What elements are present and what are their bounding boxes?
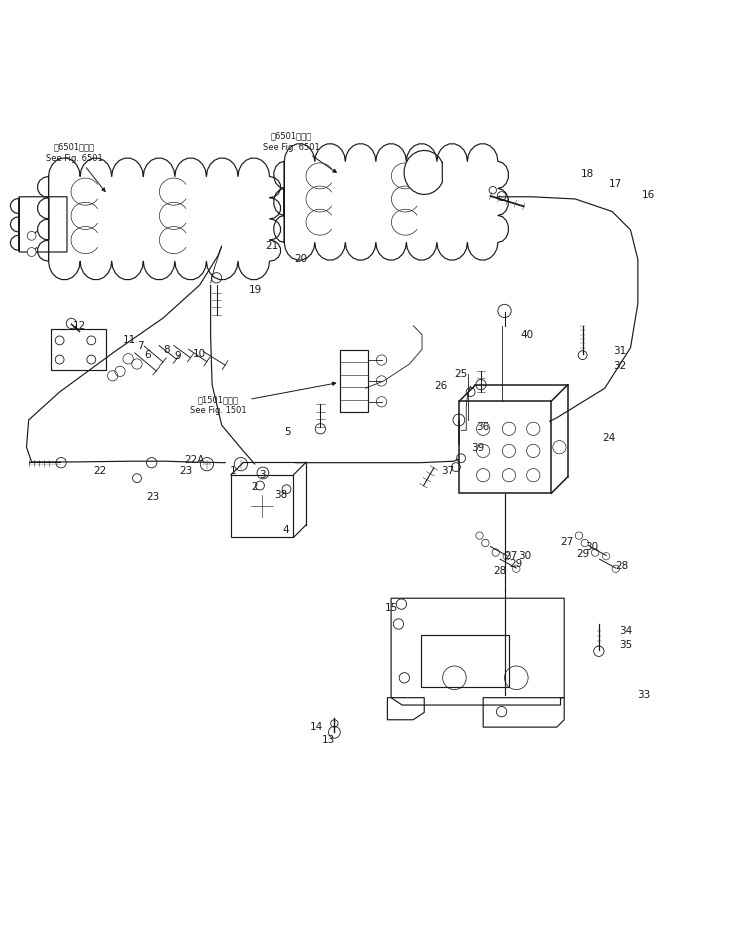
Text: 36: 36 (477, 422, 490, 431)
Text: 25: 25 (455, 369, 468, 379)
Text: 第1501図参照
See Fig. 1501: 第1501図参照 See Fig. 1501 (190, 382, 336, 415)
Text: 30: 30 (519, 551, 531, 560)
Text: 3: 3 (259, 470, 266, 481)
Bar (340, 350, 368, 412)
Text: 31: 31 (613, 345, 626, 356)
Circle shape (27, 248, 36, 256)
Text: 30: 30 (586, 542, 599, 552)
Text: 9: 9 (174, 351, 181, 360)
Text: 39: 39 (471, 443, 484, 453)
Circle shape (27, 232, 36, 240)
Bar (421, 635, 509, 687)
Text: 10: 10 (193, 349, 206, 359)
Text: 34: 34 (618, 625, 632, 636)
Text: 2: 2 (252, 482, 258, 492)
Text: 27: 27 (560, 537, 573, 547)
Text: 第6501図参照
See Fig. 6501: 第6501図参照 See Fig. 6501 (263, 131, 337, 172)
Polygon shape (404, 150, 442, 195)
Text: 8: 8 (163, 345, 170, 355)
Text: 20: 20 (294, 254, 308, 264)
Polygon shape (38, 158, 280, 280)
Text: 7: 7 (137, 342, 144, 351)
Text: 33: 33 (637, 691, 650, 700)
Text: 16: 16 (642, 189, 655, 200)
Text: 24: 24 (601, 432, 615, 443)
Text: 29: 29 (576, 549, 589, 559)
Text: 19: 19 (249, 286, 262, 295)
Text: 14: 14 (309, 722, 323, 732)
Text: 5: 5 (285, 428, 292, 437)
Text: 37: 37 (441, 465, 455, 476)
Text: 12: 12 (73, 321, 86, 331)
Text: 26: 26 (435, 381, 448, 391)
Text: 40: 40 (521, 329, 534, 340)
Text: 第6501図参照
See Fig. 6501: 第6501図参照 See Fig. 6501 (46, 143, 105, 191)
Text: 23: 23 (146, 492, 159, 501)
Text: 11: 11 (123, 336, 137, 345)
Text: 27: 27 (505, 551, 518, 560)
Text: 32: 32 (613, 361, 626, 371)
Polygon shape (10, 197, 67, 252)
Text: 4: 4 (283, 525, 289, 534)
Text: 17: 17 (608, 179, 621, 188)
Text: 35: 35 (618, 640, 632, 650)
Text: 13: 13 (322, 735, 335, 745)
Text: 38: 38 (274, 490, 287, 500)
Text: 18: 18 (581, 169, 594, 179)
Bar (51, 329, 106, 370)
Polygon shape (274, 144, 508, 260)
Text: 28: 28 (494, 566, 507, 576)
Text: 21: 21 (265, 241, 278, 251)
Text: 29: 29 (510, 558, 523, 569)
Text: 28: 28 (615, 561, 628, 570)
Text: 6: 6 (145, 350, 151, 360)
Text: 22: 22 (94, 465, 107, 476)
Text: 22A: 22A (184, 455, 204, 464)
Text: 1: 1 (230, 465, 236, 476)
Text: 15: 15 (384, 603, 398, 613)
Text: 23: 23 (179, 465, 193, 476)
